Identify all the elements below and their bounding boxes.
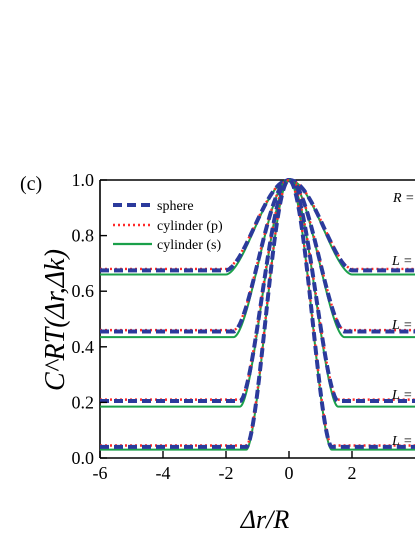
annotations: R = L = L = L = L = (391, 191, 415, 449)
series-line-sphere-curve-4 (100, 177, 415, 449)
series-line-cylinder-s-curve-3 (100, 178, 415, 408)
series-line-cylinder-s-curve-1 (100, 178, 415, 276)
series-layer (100, 177, 415, 451)
y-axis-label: C^RT(Δr,Δk) (40, 249, 71, 391)
legend-label-cylinder-s: cylinder (s) (157, 238, 221, 253)
x-tick-label: 0 (285, 463, 294, 483)
y-tick-label: 0.0 (72, 448, 95, 468)
y-tick-label: 1.0 (72, 170, 95, 190)
x-tick-label: -6 (93, 463, 108, 483)
plot-area (99, 179, 415, 459)
x-tick-label: 2 (348, 463, 357, 483)
legend-label-cylinder-p: cylinder (p) (157, 219, 223, 234)
series-line-sphere-curve-2 (100, 177, 415, 334)
series-line-sphere-curve-3 (100, 177, 415, 404)
x-axis-label-text: Δr/R (240, 505, 290, 534)
series-line-sphere-curve-1 (100, 177, 415, 273)
series-line-cylinder-p-curve-3 (100, 178, 415, 401)
annotation-l-3: L = (391, 388, 412, 403)
annotation-l-4: L = (391, 434, 412, 449)
y-axis-label-text: C^RT(Δr,Δk) (40, 249, 71, 391)
legend: sphere cylinder (p) cylinder (s) (113, 199, 223, 253)
series-line-cylinder-p-curve-2 (100, 178, 415, 332)
y-tick-label: 0.8 (72, 226, 95, 246)
y-tick-label: 0.6 (72, 281, 95, 301)
panel-label: (c) (20, 173, 42, 195)
legend-label-sphere: sphere (157, 199, 194, 214)
tick-layer: -6 -4 -2 0 2 0.0 0.2 0.4 0.6 0.8 1.0 (72, 170, 357, 483)
x-axis-label: Δr/R (240, 505, 290, 534)
annotation-r: R = (392, 191, 415, 206)
x-tick-label: -2 (219, 463, 234, 483)
y-tick-label: 0.2 (72, 392, 95, 412)
annotation-l-1: L = (391, 254, 412, 269)
annotation-l-2: L = (391, 318, 412, 333)
x-tick-label: -4 (156, 463, 171, 483)
y-tick-label: 0.4 (72, 337, 95, 357)
